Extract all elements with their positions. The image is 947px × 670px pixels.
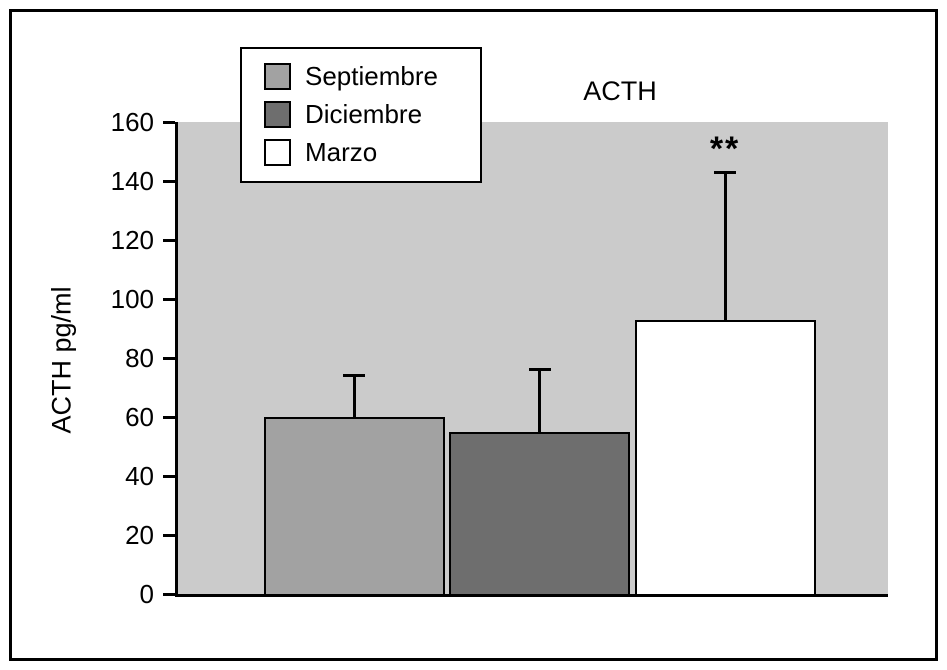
error-bar-cap-septiembre <box>343 374 366 378</box>
y-tick-mark-100 <box>163 297 175 301</box>
legend-item-marzo: Marzo <box>264 137 464 168</box>
y-tick-label-120: 120 <box>110 225 154 255</box>
legend-item-septiembre: Septiembre <box>264 61 464 92</box>
legend: Septiembre Diciembre Marzo <box>240 47 482 183</box>
y-tick-mark-120 <box>163 238 175 242</box>
y-tick-mark-20 <box>163 533 175 537</box>
legend-swatch-marzo <box>264 139 291 167</box>
error-bar-cap-diciembre <box>528 368 551 372</box>
error-bar-cap-marzo <box>714 170 737 174</box>
legend-item-diciembre: Diciembre <box>264 99 464 130</box>
y-axis-label: ACTH pg/ml <box>46 286 77 434</box>
legend-swatch-diciembre <box>264 101 291 129</box>
y-tick-mark-40 <box>163 474 175 478</box>
error-bar-line-marzo <box>723 172 727 320</box>
bar-septiembre <box>263 417 445 594</box>
y-tick-label-140: 140 <box>110 166 154 196</box>
figure-border <box>9 9 938 661</box>
error-bar-line-septiembre <box>352 375 356 417</box>
chart-title: ACTH <box>583 76 657 106</box>
y-tick-label-160: 160 <box>110 107 154 137</box>
y-tick-mark-80 <box>163 356 175 360</box>
y-tick-label-100: 100 <box>110 284 154 314</box>
legend-label-diciembre: Diciembre <box>305 99 423 130</box>
y-tick-label-40: 40 <box>125 461 154 491</box>
bar-diciembre <box>449 431 631 594</box>
plot-area: 0 20 40 60 80 100 120 140 160 ** <box>111 109 888 607</box>
y-tick-mark-0 <box>163 592 175 596</box>
y-tick-mark-160 <box>163 120 175 124</box>
error-bar-line-diciembre <box>538 369 542 432</box>
y-tick-label-20: 20 <box>125 520 154 550</box>
y-tick-mark-140 <box>163 179 175 183</box>
legend-swatch-septiembre <box>264 63 291 91</box>
y-tick-label-80: 80 <box>125 343 154 373</box>
legend-label-septiembre: Septiembre <box>305 61 438 91</box>
legend-label-marzo: Marzo <box>305 137 378 168</box>
significance-annotation-marzo: ** <box>709 130 741 169</box>
y-tick-label-0: 0 <box>139 579 154 609</box>
bar-marzo <box>634 319 816 594</box>
y-tick-mark-60 <box>163 415 175 419</box>
y-tick-label-60: 60 <box>125 402 154 432</box>
